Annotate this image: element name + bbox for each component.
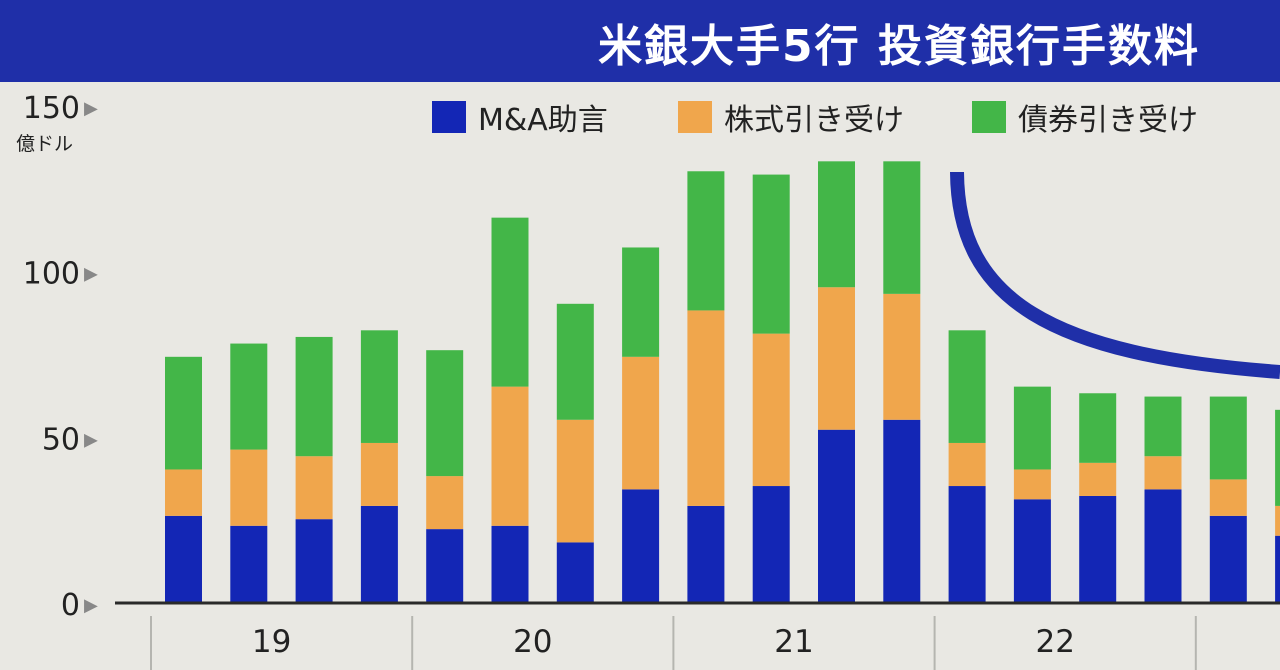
bar-segment-bond bbox=[230, 343, 268, 450]
bar-segment-ma bbox=[1144, 489, 1182, 602]
bar-segment-ma bbox=[687, 505, 725, 602]
bar-segment-bond bbox=[556, 303, 594, 420]
bar-segment-equity bbox=[1209, 479, 1247, 516]
bar-segment-ma bbox=[883, 419, 921, 602]
legend-label: 債券引き受け bbox=[1018, 103, 1198, 138]
y-tick-label: 100 bbox=[23, 257, 80, 292]
bar-segment-bond bbox=[818, 161, 855, 288]
bar-segment-equity bbox=[948, 442, 986, 487]
legend-label: M&A助言 bbox=[478, 103, 608, 138]
bar-segment-bond bbox=[752, 174, 790, 334]
bar-segment-ma bbox=[556, 542, 594, 602]
y-tick-marker: ▶ bbox=[84, 98, 98, 119]
bar-segment-equity bbox=[1144, 456, 1182, 490]
bar-segment-bond bbox=[295, 336, 333, 457]
bar-segment-ma bbox=[948, 486, 986, 602]
bar-segment-ma bbox=[622, 489, 660, 602]
bar-segment-bond bbox=[1275, 409, 1280, 506]
bar-segment-bond bbox=[687, 171, 725, 311]
bar-segment-bond bbox=[1209, 396, 1247, 480]
x-group-label: 20 bbox=[513, 624, 552, 660]
legend-swatch bbox=[972, 101, 1006, 133]
bar-segment-equity bbox=[752, 333, 790, 487]
bar-segment-ma bbox=[1013, 499, 1051, 602]
bar-segment-equity bbox=[1275, 505, 1280, 536]
bar-segment-bond bbox=[1144, 396, 1182, 457]
legend-swatch bbox=[432, 101, 466, 133]
bar-segment-equity bbox=[165, 469, 202, 516]
bar-segment-ma bbox=[426, 529, 464, 602]
bar-segment-equity bbox=[491, 386, 529, 526]
title-band bbox=[0, 0, 1280, 82]
y-tick-marker: ▶ bbox=[84, 429, 98, 450]
legend-label: 株式引き受け bbox=[724, 103, 904, 138]
bar-segment-equity bbox=[883, 293, 921, 420]
bar-segment-equity bbox=[426, 476, 464, 530]
bar-segment-equity bbox=[622, 356, 660, 490]
bar-segment-bond bbox=[491, 217, 529, 387]
bar-segment-ma bbox=[1079, 495, 1117, 602]
y-tick-label: 50 bbox=[42, 422, 80, 457]
bar-segment-ma bbox=[230, 525, 268, 602]
bar-segment-bond bbox=[1079, 393, 1117, 463]
bar-segment-ma bbox=[491, 525, 529, 602]
y-axis-unit: 億ドル bbox=[16, 133, 73, 155]
bar-segment-bond bbox=[426, 350, 464, 477]
bar-segment-equity bbox=[230, 449, 268, 526]
bar-segment-equity bbox=[1013, 469, 1051, 500]
bar-segment-equity bbox=[295, 456, 333, 520]
bar-segment-bond bbox=[883, 161, 921, 294]
bar-segment-bond bbox=[622, 247, 660, 357]
trend-curve-annotation bbox=[950, 171, 1280, 379]
bar-segment-bond bbox=[360, 330, 398, 443]
bar-segment-bond bbox=[165, 356, 202, 470]
bar-segment-equity bbox=[687, 310, 725, 506]
bar-segment-ma bbox=[1209, 515, 1247, 602]
x-group-label: 19 bbox=[252, 624, 291, 660]
bar-segment-bond bbox=[948, 330, 986, 443]
bar-segment-ma bbox=[752, 486, 790, 602]
y-tick-label: 0 bbox=[61, 588, 80, 623]
bar-segment-ma bbox=[295, 519, 333, 602]
bar-segment-bond bbox=[1013, 386, 1051, 470]
bar-segment-equity bbox=[556, 419, 594, 543]
bar-segment-ma bbox=[818, 429, 855, 602]
chart-title: 米銀大手5行 投資銀行手数料 bbox=[598, 21, 1200, 72]
legend-swatch bbox=[678, 101, 712, 133]
y-tick-marker: ▶ bbox=[84, 595, 98, 616]
y-tick-marker: ▶ bbox=[84, 264, 98, 285]
x-group-label: 22 bbox=[1035, 624, 1074, 660]
bar-segment-equity bbox=[818, 287, 855, 430]
bar-segment-equity bbox=[1079, 462, 1117, 496]
bar-segment-ma bbox=[1275, 535, 1280, 602]
bar-segment-equity bbox=[360, 442, 398, 506]
bar-segment-ma bbox=[165, 515, 202, 602]
x-group-label: 21 bbox=[774, 624, 813, 660]
y-tick-label: 150 bbox=[23, 91, 80, 126]
bar-segment-ma bbox=[360, 505, 398, 602]
